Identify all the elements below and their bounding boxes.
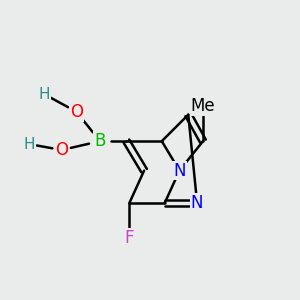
Text: N: N: [191, 194, 203, 212]
Text: O: O: [70, 103, 83, 121]
Text: F: F: [124, 229, 134, 247]
Text: B: B: [94, 132, 106, 150]
Text: H: H: [38, 87, 50, 102]
Text: O: O: [55, 141, 68, 159]
Text: N: N: [173, 162, 186, 180]
Text: Me: Me: [191, 97, 215, 115]
Text: H: H: [23, 136, 35, 152]
